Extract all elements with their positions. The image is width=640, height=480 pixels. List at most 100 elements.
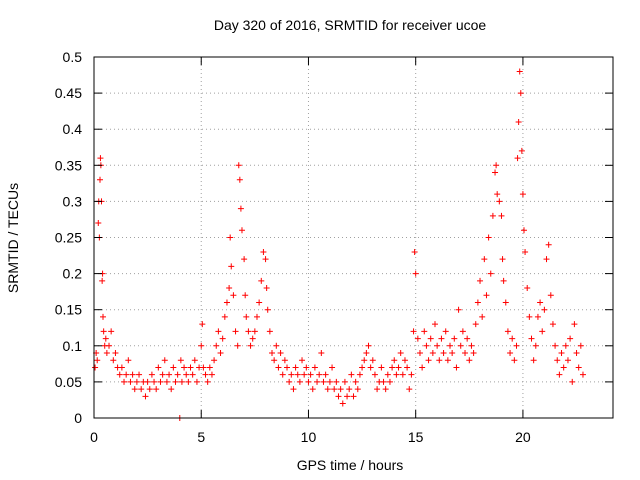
data-point xyxy=(502,299,509,306)
data-point xyxy=(494,191,501,198)
data-point xyxy=(547,292,554,299)
data-point xyxy=(562,342,569,349)
data-point xyxy=(172,378,179,385)
data-point xyxy=(481,256,488,263)
data-point xyxy=(238,227,245,234)
data-point xyxy=(271,357,278,364)
axes: 0 0.05 0.1 0.15 0.2 0.25 0.3 0.35 0.4 0.45 0.5 0 5 10… xyxy=(55,49,614,445)
y-tick-label: 0.15 xyxy=(55,302,82,318)
data-point xyxy=(577,342,584,349)
data-point xyxy=(217,350,224,357)
data-point xyxy=(515,118,522,125)
data-point xyxy=(243,313,250,320)
data-point xyxy=(157,378,164,385)
data-point xyxy=(166,371,173,378)
data-point xyxy=(541,306,548,313)
data-point xyxy=(125,357,132,364)
data-point xyxy=(539,328,546,335)
data-point xyxy=(412,270,419,277)
data-point xyxy=(333,378,340,385)
data-point xyxy=(395,364,402,371)
data-point xyxy=(170,364,177,371)
data-point xyxy=(489,212,496,219)
data-point xyxy=(567,335,574,342)
data-point xyxy=(163,378,170,385)
data-point xyxy=(269,350,276,357)
data-point xyxy=(371,371,378,378)
y-axis-label: SRMTID / TECUs xyxy=(5,183,21,293)
data-point xyxy=(339,400,346,407)
data-point xyxy=(185,378,192,385)
x-tick-label: 10 xyxy=(301,429,317,445)
data-point xyxy=(500,277,507,284)
data-point xyxy=(281,357,288,364)
data-point xyxy=(326,378,333,385)
data-point xyxy=(226,285,233,292)
data-point xyxy=(324,386,331,393)
data-point xyxy=(249,335,256,342)
data-point xyxy=(575,364,582,371)
data-point xyxy=(444,357,451,364)
data-point xyxy=(191,357,198,364)
data-point xyxy=(421,328,428,335)
x-axis-label: GPS time / hours xyxy=(297,457,404,473)
data-point xyxy=(571,321,578,328)
data-point xyxy=(468,342,475,349)
data-point xyxy=(579,371,586,378)
data-point xyxy=(329,364,336,371)
data-point xyxy=(301,371,308,378)
chart-title: Day 320 of 2016, SRMTID for receiver uco… xyxy=(214,17,487,33)
data-point xyxy=(474,299,481,306)
data-point xyxy=(520,227,527,234)
data-point xyxy=(116,371,123,378)
data-point xyxy=(447,342,454,349)
data-point xyxy=(530,357,537,364)
data-point xyxy=(322,371,329,378)
data-point xyxy=(236,176,243,183)
data-point xyxy=(131,386,138,393)
data-point xyxy=(341,378,348,385)
data-point xyxy=(374,386,381,393)
data-point xyxy=(305,378,312,385)
plot-frame xyxy=(93,56,614,419)
data-point xyxy=(97,155,104,162)
data-point xyxy=(391,357,398,364)
data-point xyxy=(361,357,368,364)
data-point xyxy=(316,371,323,378)
data-point xyxy=(142,393,149,400)
data-point xyxy=(411,248,418,255)
data-point xyxy=(133,378,140,385)
data-point xyxy=(193,378,200,385)
data-point xyxy=(94,357,101,364)
data-point xyxy=(479,313,486,320)
data-point xyxy=(242,292,249,299)
data-point xyxy=(410,328,417,335)
data-point xyxy=(499,256,506,263)
data-point xyxy=(466,357,473,364)
data-point xyxy=(346,386,353,393)
data-point xyxy=(573,350,580,357)
data-point xyxy=(206,364,213,371)
data-point xyxy=(331,386,338,393)
data-point xyxy=(307,371,314,378)
data-point xyxy=(260,248,267,255)
data-point xyxy=(258,277,265,284)
data-point xyxy=(459,328,466,335)
data-point xyxy=(95,220,102,227)
y-tick-label: 0.3 xyxy=(63,193,83,209)
data-point xyxy=(153,386,160,393)
data-point xyxy=(399,371,406,378)
data-point xyxy=(453,364,460,371)
x-tick-label: 15 xyxy=(408,429,424,445)
data-point xyxy=(187,364,194,371)
data-point xyxy=(498,212,505,219)
data-point xyxy=(513,342,520,349)
data-point xyxy=(352,378,359,385)
data-point xyxy=(496,198,503,205)
data-point xyxy=(290,386,297,393)
data-point xyxy=(266,328,273,335)
data-point xyxy=(303,364,310,371)
data-point xyxy=(356,371,363,378)
data-point xyxy=(200,364,207,371)
